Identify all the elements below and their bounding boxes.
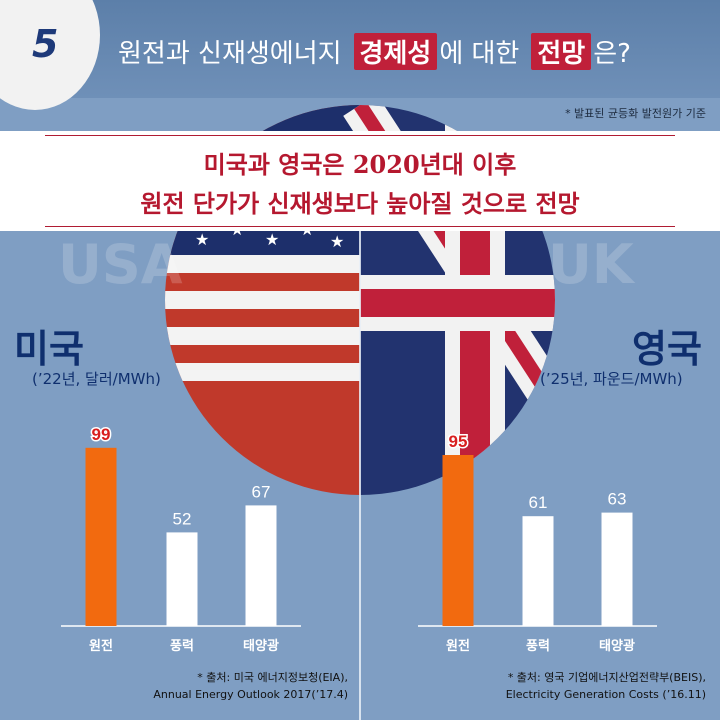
uk-chart-title: 영국 — [632, 327, 702, 371]
usa-bar-2 — [166, 532, 198, 626]
usa-source: * 출처: 미국 에너지정보청(EIA), Annual Energy Outl… — [48, 669, 348, 703]
uk-value-label-2: 61 — [529, 493, 548, 512]
usa-value-label-2: 52 — [173, 509, 192, 528]
uk-category-label-3: 태양광 — [599, 639, 635, 654]
svg-text:★: ★ — [265, 230, 279, 249]
usa-source-line-2: Annual Energy Outlook 2017(’17.4) — [153, 688, 348, 701]
banner-rule-top — [45, 135, 675, 136]
usa-category-label-3: 태양광 — [243, 639, 279, 654]
title-highlight-outlook: 전망 — [531, 32, 592, 70]
usa-chart-title: 미국 — [14, 327, 84, 371]
uk-source: * 출처: 영국 기업에너지산업전략부(BEIS), Electricity G… — [376, 669, 706, 703]
center-divider — [359, 231, 361, 720]
headline-banner: 미국과 영국은 2020년대 이후 원전 단가가 신재생보다 높아질 것으로 전… — [0, 131, 720, 231]
usa-value-label-3: 67 — [252, 482, 271, 501]
headline-line-1: 미국과 영국은 2020년대 이후 — [203, 150, 517, 179]
uk-watermark: UK — [548, 233, 634, 296]
uk-source-line-1: * 출처: 영국 기업에너지산업전략부(BEIS), — [507, 671, 706, 684]
usa-category-label-1: 원전 — [89, 638, 113, 654]
slide-number: 5 — [32, 22, 59, 66]
header: 5 원전과 신재생에너지 경제성 에 대한 전망 은? — [0, 0, 720, 110]
usa-watermark: USA — [58, 233, 183, 296]
uk-category-label-2: 풍력 — [526, 639, 550, 654]
usa-chart-unit: (’22년, 달러/MWh) — [32, 370, 161, 388]
headline-line-2: 원전 단가가 신재생보다 높아질 것으로 전망 — [140, 189, 580, 218]
usa-value-label-1: 99 — [92, 425, 111, 444]
title-pre: 원전과 신재생에너지 — [118, 38, 342, 69]
basis-note: * 발표된 균등화 발전원가 기준 — [565, 107, 706, 120]
uk-bar-1 — [442, 455, 474, 626]
title-post: 은? — [593, 38, 631, 69]
usa-bar-1 — [85, 447, 117, 626]
uk-source-line-2: Electricity Generation Costs (’16.11) — [505, 688, 706, 701]
svg-text:★: ★ — [195, 230, 209, 249]
usa-source-line-1: * 출처: 미국 에너지정보청(EIA), — [197, 671, 348, 684]
uk-bar-3 — [601, 512, 633, 626]
usa-bar-3 — [245, 505, 277, 626]
banner-rule-bottom — [45, 226, 675, 227]
uk-value-label-1: 95 — [449, 432, 468, 451]
svg-text:★: ★ — [330, 232, 344, 251]
page-title: 원전과 신재생에너지 경제성 에 대한 전망 은? — [118, 28, 631, 74]
uk-value-label-3: 63 — [608, 490, 627, 509]
uk-chart-unit: (’25년, 파운드/MWh) — [540, 370, 683, 388]
title-mid: 에 대한 — [439, 38, 520, 69]
title-highlight-economy: 경제성 — [353, 32, 438, 70]
uk-category-label-1: 원전 — [446, 638, 470, 654]
uk-bar-2 — [522, 516, 554, 626]
usa-category-label-2: 풍력 — [170, 639, 194, 654]
